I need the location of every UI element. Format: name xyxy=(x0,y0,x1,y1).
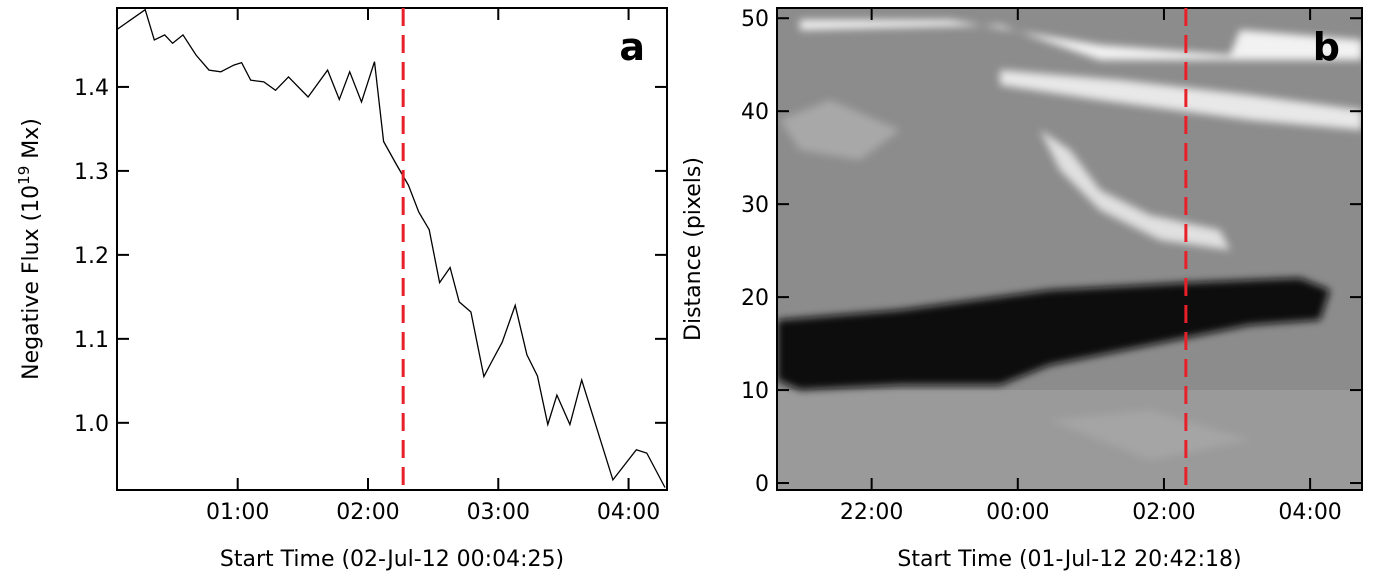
x-axis-title: Start Time (02-Jul-12 00:04:25) xyxy=(220,547,564,572)
y-tick-label: 20 xyxy=(741,286,769,311)
time-distance-image xyxy=(777,8,1362,490)
y-tick-label: 0 xyxy=(755,472,769,497)
y-axis-title: Negative Flux (1019 Mx) xyxy=(15,118,44,380)
plot-frame xyxy=(776,7,1363,491)
y-axis-title: Distance (pixels) xyxy=(681,157,706,341)
y-tick-label: 1.0 xyxy=(74,412,109,437)
y-tick-label: 1.3 xyxy=(74,160,109,185)
x-tick-label: 02:00 xyxy=(336,500,399,525)
x-tick-label: 00:00 xyxy=(986,500,1049,525)
panel-label: a xyxy=(619,25,645,69)
y-axis-title-sup: 19 xyxy=(15,166,33,185)
y-tick-label: 40 xyxy=(741,100,769,125)
x-tick-label: 02:00 xyxy=(1132,500,1195,525)
x-tick-label: 04:00 xyxy=(1278,500,1341,525)
y-axis-title-rest: Mx) xyxy=(19,118,44,166)
y-tick-label: 1.2 xyxy=(74,244,109,269)
y-axis-title-text: Negative Flux (10 xyxy=(19,185,44,380)
plot-frame xyxy=(116,7,668,491)
y-tick-label: 1.4 xyxy=(74,76,109,101)
y-tick-label: 30 xyxy=(741,193,769,218)
x-axis-title: Start Time (01-Jul-12 20:42:18) xyxy=(897,547,1241,572)
y-tick-label: 1.1 xyxy=(74,328,109,353)
x-tick-label: 22:00 xyxy=(840,500,903,525)
y-tick-label: 50 xyxy=(741,7,769,32)
x-tick-label: 01:00 xyxy=(206,500,269,525)
y-tick-label: 10 xyxy=(741,379,769,404)
data-line xyxy=(116,8,666,488)
panel-label: b xyxy=(1313,25,1340,69)
x-tick-label: 04:00 xyxy=(597,500,660,525)
x-tick-label: 03:00 xyxy=(467,500,530,525)
